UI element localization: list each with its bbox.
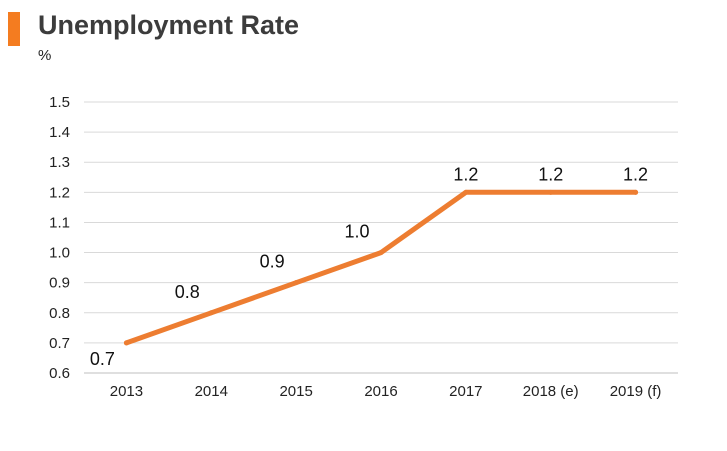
data-label: 0.9 [260, 252, 285, 272]
y-tick-label: 1.2 [49, 184, 70, 201]
x-tick-label: 2017 [449, 383, 482, 400]
data-labels: 0.7 0.8 0.9 1.0 1.2 1.2 1.2 [90, 164, 648, 369]
data-point [123, 340, 129, 346]
data-point [548, 189, 554, 195]
x-tick-label: 2013 [110, 383, 143, 400]
y-tick-label: 0.6 [49, 365, 70, 382]
data-point [208, 310, 214, 316]
x-tick-label: 2014 [195, 383, 228, 400]
data-label: 1.2 [623, 164, 648, 184]
data-point [633, 189, 639, 195]
y-tick-label: 0.7 [49, 335, 70, 352]
y-tick-label: 1.3 [49, 154, 70, 171]
data-label: 1.2 [538, 164, 563, 184]
data-point [378, 250, 384, 256]
data-point [293, 280, 299, 286]
chart-title: Unemployment Rate [38, 10, 300, 40]
x-tick-label: 2015 [279, 383, 312, 400]
x-tick-label: 2018 (e) [523, 383, 579, 400]
data-label: 1.2 [453, 164, 478, 184]
data-label: 0.7 [90, 349, 115, 369]
x-tick-label: 2019 (f) [610, 383, 662, 400]
y-tick-label: 1.4 [49, 124, 70, 141]
y-tick-label: 0.9 [49, 275, 70, 292]
y-tick-label: 1.0 [49, 245, 70, 262]
x-tick-label: 2016 [364, 383, 397, 400]
y-tick-label: 1.5 [49, 94, 70, 111]
gridlines [84, 101, 678, 374]
x-axis-ticks: 2013 2014 2015 2016 2017 2018 (e) 2019 (f) [110, 383, 662, 400]
y-tick-label: 1.1 [49, 214, 70, 231]
y-tick-label: 0.8 [49, 305, 70, 322]
y-axis-unit-label: % [38, 47, 52, 64]
y-axis-ticks: 0.6 0.7 0.8 0.9 1.0 1.1 1.2 1.3 1.4 1.5 [49, 94, 70, 382]
series-line [123, 189, 639, 346]
data-label: 1.0 [344, 222, 369, 242]
title-accent-bar [8, 12, 20, 46]
data-point [463, 189, 469, 195]
data-label: 0.8 [175, 282, 200, 302]
series-line-group [123, 189, 639, 346]
